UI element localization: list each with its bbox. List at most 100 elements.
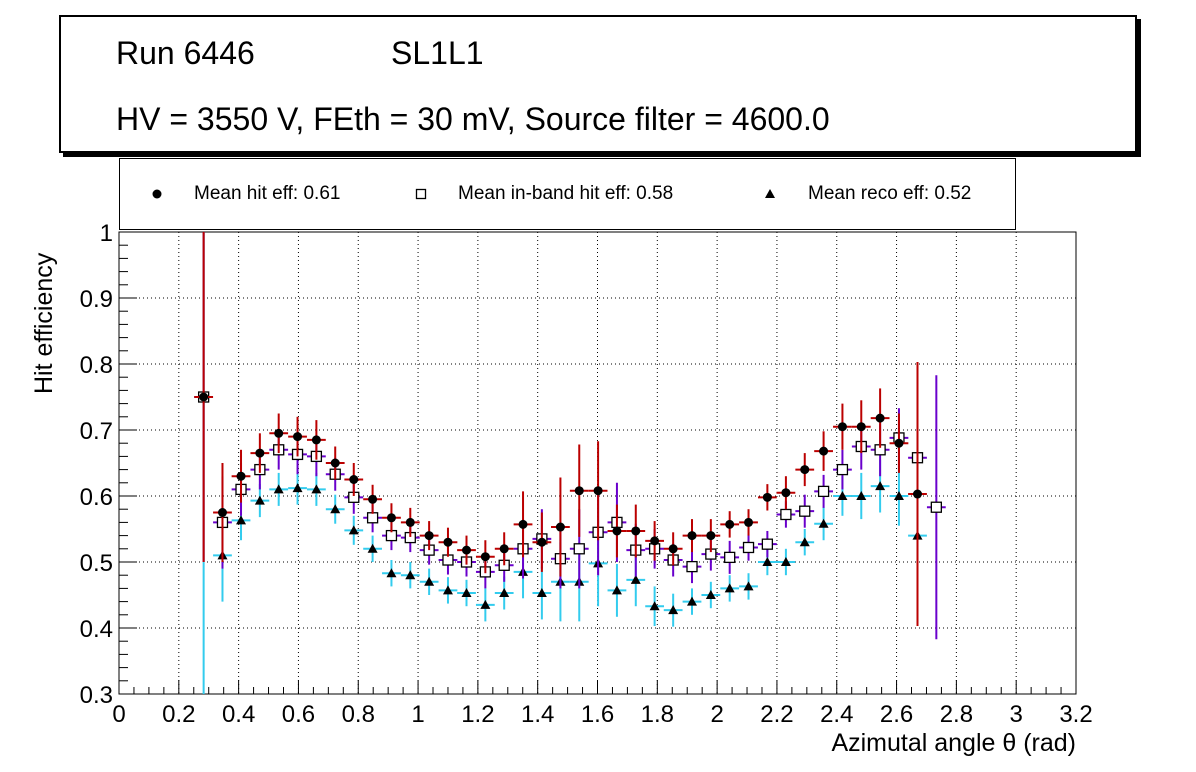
data-point <box>668 544 678 554</box>
data-point <box>273 484 284 494</box>
data-point <box>780 508 792 521</box>
data-point <box>837 491 848 500</box>
data-point <box>724 583 735 593</box>
data-point <box>762 557 773 566</box>
data-point <box>650 536 660 546</box>
x-axis: 0 0.2 0.4 0.6 0.8 1 1.2 1.4 1.6 1.8 2 2.2 2.4 2.6 2.8 3… <box>112 680 1093 728</box>
x-tick-label: 0 <box>112 701 125 728</box>
data-point <box>800 465 810 475</box>
y-tick-label: 0.9 <box>80 286 113 313</box>
data-point <box>236 515 247 525</box>
data-point <box>799 505 811 517</box>
x-tick-label: 2.6 <box>880 701 913 728</box>
data-point <box>274 428 284 438</box>
layer-label: SL1L1 <box>391 35 484 71</box>
data-point <box>875 413 885 423</box>
data-point <box>254 495 265 505</box>
data-point <box>405 570 416 580</box>
data-point <box>837 422 847 432</box>
x-tick-label: 1.2 <box>461 701 494 728</box>
data-point <box>386 568 397 578</box>
x-axis-title: Azimutal angle θ (rad) <box>831 729 1076 757</box>
legend: Mean hit eff: 0.61 Mean in-band hit eff:… <box>119 158 1016 230</box>
data-point <box>686 560 698 573</box>
data-point <box>330 504 341 514</box>
legend-marker-reco <box>765 189 775 198</box>
data-point <box>631 526 641 536</box>
x-tick-label: 2.4 <box>820 701 853 728</box>
data-point <box>649 601 660 611</box>
data-point <box>724 551 736 564</box>
x-tick-label: 0.4 <box>222 701 255 728</box>
x-tick-label: 1.8 <box>641 701 674 728</box>
data-point <box>330 458 340 468</box>
series-layer <box>194 232 946 694</box>
data-point <box>725 519 735 529</box>
data-point <box>293 432 303 442</box>
data-point <box>348 525 359 535</box>
data-point <box>875 481 886 491</box>
y-tick-label: 0.4 <box>80 616 113 643</box>
x-tick-label: 1.6 <box>581 701 614 728</box>
data-point <box>536 588 547 598</box>
data-point <box>367 543 378 553</box>
data-point <box>611 585 622 595</box>
run-label: Run 6446 <box>116 35 255 71</box>
x-tick-label: 3 <box>1010 701 1023 728</box>
conditions-label: HV = 3550 V, FEth = 30 mV, Source filter… <box>116 101 830 137</box>
y-axis: 0.3 0.4 0.5 0.6 0.7 0.8 0.9 1 <box>80 220 137 709</box>
data-point <box>799 537 810 547</box>
data-point <box>630 574 641 584</box>
data-point <box>593 486 603 496</box>
y-tick-label: 0.7 <box>80 418 113 445</box>
data-point <box>368 494 378 504</box>
data-point <box>461 588 472 598</box>
data-point <box>236 471 246 481</box>
x-tick-label: 0.8 <box>342 701 375 728</box>
data-point <box>819 446 829 456</box>
x-tick-label: 0.2 <box>162 701 195 728</box>
data-point <box>894 438 904 448</box>
data-point <box>574 486 584 496</box>
series-hit <box>194 232 927 627</box>
data-point <box>930 501 942 513</box>
data-point <box>405 517 415 527</box>
data-point <box>817 485 830 498</box>
grid <box>119 232 1076 694</box>
data-point <box>311 484 322 494</box>
data-point <box>761 538 774 550</box>
x-tick-label: 1 <box>411 701 424 728</box>
data-point <box>199 392 209 402</box>
data-point <box>706 531 716 541</box>
data-point <box>687 596 698 606</box>
data-point <box>780 557 791 566</box>
data-point <box>217 508 227 517</box>
data-point <box>386 513 396 523</box>
data-point <box>537 537 547 547</box>
y-tick-label: 0.8 <box>80 352 113 379</box>
data-point <box>836 463 849 476</box>
data-point <box>366 512 379 524</box>
legend-label-hit: Mean hit eff: 0.61 <box>194 183 341 204</box>
x-tick-label: 0.6 <box>282 701 315 728</box>
x-tick-label: 1.4 <box>521 701 554 728</box>
title-box: Run 6446 SL1L1 HV = 3550 V, FEth = 30 mV… <box>59 15 1137 153</box>
x-tick-label: 2.8 <box>940 701 973 728</box>
data-point <box>480 552 490 562</box>
y-tick-label: 0.3 <box>80 682 113 709</box>
data-point <box>555 522 565 532</box>
data-point <box>856 422 866 432</box>
data-point <box>292 483 303 493</box>
data-point <box>612 526 622 536</box>
series-inband <box>194 232 946 640</box>
data-point <box>311 435 321 445</box>
data-point <box>818 518 829 528</box>
data-point <box>462 545 472 555</box>
legend-label-reco: Mean reco eff: 0.52 <box>808 183 972 204</box>
data-point <box>573 543 585 555</box>
data-point <box>424 576 435 586</box>
data-point <box>424 531 434 541</box>
data-point <box>743 581 754 591</box>
data-point <box>668 605 679 615</box>
